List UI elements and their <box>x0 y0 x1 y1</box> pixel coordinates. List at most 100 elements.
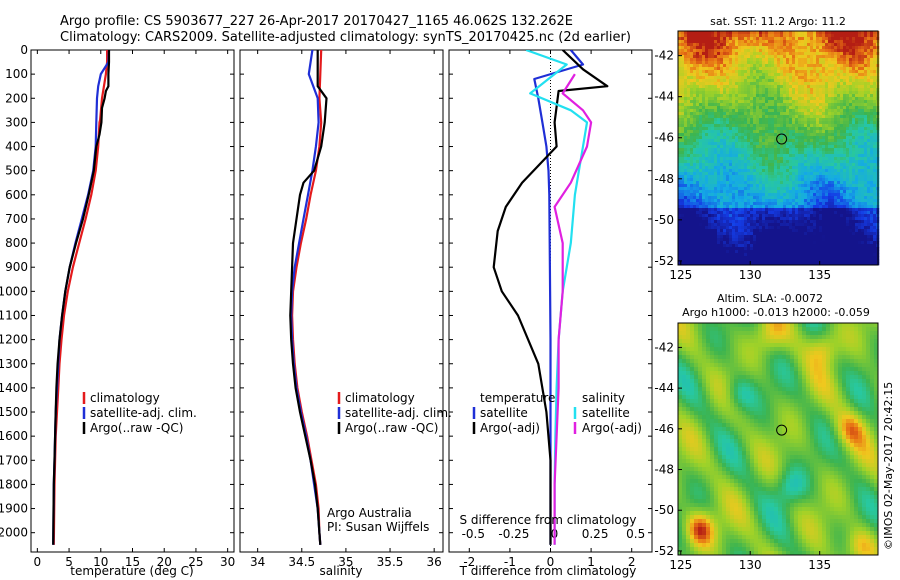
map-cell <box>867 97 871 101</box>
map-cell <box>693 139 697 143</box>
map-cell <box>855 196 859 200</box>
map-cell <box>786 166 790 170</box>
map-cell <box>834 235 838 239</box>
map-cell <box>804 31 808 35</box>
map-cell <box>855 208 859 212</box>
map-cell <box>834 106 838 110</box>
map-cell <box>780 64 784 68</box>
map-cell <box>777 82 781 86</box>
map-cell <box>873 151 877 155</box>
map-cell <box>855 232 859 236</box>
map-cell <box>756 139 760 143</box>
map-cell <box>741 79 745 83</box>
map-cell <box>807 37 811 41</box>
map-cell <box>870 58 874 62</box>
map-cell <box>774 73 778 77</box>
map-cell <box>861 79 865 83</box>
map-cell <box>831 157 835 161</box>
map-cell <box>762 79 766 83</box>
map-cell <box>786 232 790 236</box>
map-cell <box>798 211 802 215</box>
map-cell <box>807 73 811 77</box>
map-cell <box>729 34 733 38</box>
map-cell <box>822 49 826 53</box>
map-cell <box>846 223 850 227</box>
map-cell <box>822 211 826 215</box>
map-cell <box>750 124 754 128</box>
map-cell <box>699 97 703 101</box>
map-cell <box>807 85 811 89</box>
map-cell <box>729 52 733 56</box>
map-cell <box>732 70 736 74</box>
map-cell <box>834 139 838 143</box>
map-cell <box>720 235 724 239</box>
map-cell <box>714 199 718 203</box>
map-cell <box>690 61 694 65</box>
map-cell <box>735 37 739 41</box>
map-cell <box>741 145 745 149</box>
map-cell <box>807 133 811 137</box>
map-cell <box>738 136 742 140</box>
map-cell <box>678 241 682 245</box>
map-cell <box>792 34 796 38</box>
map-cell <box>696 226 700 230</box>
map-cell <box>690 226 694 230</box>
map-cell <box>777 172 781 176</box>
map-cell <box>810 103 814 107</box>
map-cell <box>771 133 775 137</box>
map-cell <box>822 76 826 80</box>
map-cell <box>828 238 832 242</box>
map-cell <box>822 208 826 212</box>
map-cell <box>681 217 685 221</box>
map-cell <box>837 220 841 224</box>
map-cell <box>759 229 763 233</box>
map-cell <box>864 154 868 158</box>
map-cell <box>702 112 706 116</box>
map-cell <box>738 175 742 179</box>
map-cell <box>804 58 808 62</box>
map-cell <box>840 61 844 65</box>
map-cell <box>747 100 751 104</box>
map-cell <box>747 172 751 176</box>
map-cell <box>714 184 718 188</box>
map-cell <box>777 100 781 104</box>
map-cell <box>744 181 748 185</box>
map-cell <box>858 55 862 59</box>
map-cell <box>774 118 778 122</box>
map-cell <box>753 184 757 188</box>
map-cell <box>849 91 853 95</box>
map-cell <box>849 49 853 53</box>
map-cell <box>732 199 736 203</box>
map-cell <box>810 199 814 203</box>
map-cell <box>699 226 703 230</box>
map-cell <box>786 235 790 239</box>
map-cell <box>819 31 823 35</box>
map-cell <box>819 103 823 107</box>
map-cell <box>855 31 859 35</box>
map-cell <box>816 55 820 59</box>
map-cell <box>690 220 694 224</box>
map-cell <box>804 133 808 137</box>
map-cell <box>750 109 754 113</box>
map-cell <box>825 166 829 170</box>
map-cell <box>831 133 835 137</box>
map-cell <box>699 127 703 131</box>
map-cell <box>699 178 703 182</box>
map-cell <box>798 154 802 158</box>
map-cell <box>717 187 721 191</box>
map-cell <box>780 172 784 176</box>
map-cell <box>753 193 757 197</box>
map-cell <box>714 61 718 65</box>
map-cell <box>816 202 820 206</box>
map-cell <box>867 166 871 170</box>
map-cell <box>747 118 751 122</box>
map-cell <box>750 157 754 161</box>
map-cell <box>837 151 841 155</box>
map-cell <box>708 202 712 206</box>
map-cell <box>768 220 772 224</box>
map-cell <box>693 235 697 239</box>
map-cell <box>720 115 724 119</box>
map-cell <box>867 61 871 65</box>
map-cell <box>864 196 868 200</box>
map-cell <box>843 160 847 164</box>
